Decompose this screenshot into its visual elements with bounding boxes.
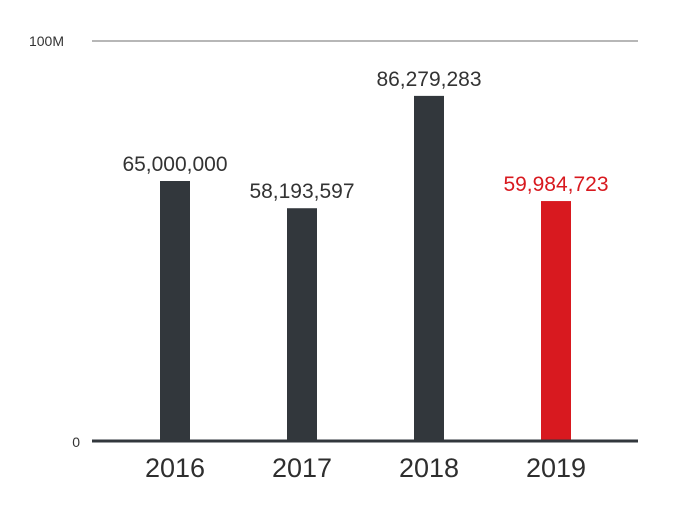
- category-labels-group: 2016 2017 2018 2019: [145, 453, 586, 483]
- x-tick-label-2019: 2019: [526, 453, 586, 483]
- bars-group: [160, 95, 571, 441]
- y-tick-label-zero: 0: [72, 434, 80, 450]
- bar-2017: [287, 208, 317, 441]
- y-tick-label-max: 100M: [29, 33, 64, 49]
- data-label-2019: 59,984,723: [503, 173, 608, 196]
- x-tick-label-2016: 2016: [145, 453, 205, 483]
- data-label-2017: 58,193,597: [249, 180, 354, 203]
- bar-2016: [160, 181, 190, 441]
- data-label-2018: 86,279,283: [376, 68, 481, 91]
- data-label-2016: 65,000,000: [122, 153, 227, 176]
- bar-2019: [541, 201, 571, 441]
- x-tick-label-2018: 2018: [399, 453, 459, 483]
- bar-2018: [414, 95, 444, 441]
- data-labels-group: 65,000,000 58,193,597 86,279,283 59,984,723: [122, 68, 608, 203]
- x-tick-label-2017: 2017: [272, 453, 332, 483]
